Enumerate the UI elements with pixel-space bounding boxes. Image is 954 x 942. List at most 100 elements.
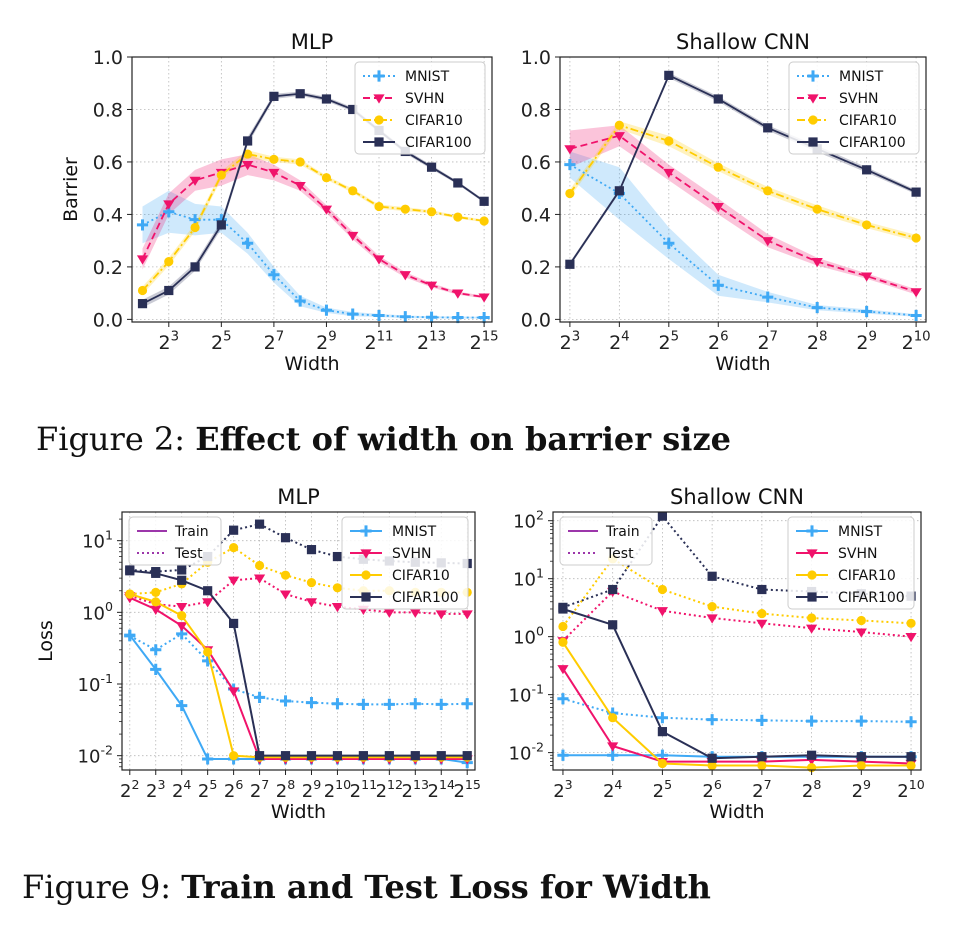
data-point-mnist [478,311,490,324]
figure-9-caption-title: Train and Test Loss for Width [181,868,711,906]
legend-label-svhn: SVHN [838,546,877,562]
data-point-svhn [163,200,175,210]
legend-label-cifar10: CIFAR10 [838,568,896,584]
data-point-cifar100 [479,196,489,206]
data-point-svhn [435,610,447,620]
data-point-svhn [706,614,718,624]
data-point-cifar100 [177,575,187,585]
data-point-svhn [294,181,306,192]
data-point-svhn [478,293,490,303]
data-point-cifar10 [374,201,384,212]
data-point-mnist [331,698,344,710]
data-point-mnist [409,698,421,710]
data-point-cifar10 [332,583,343,593]
data-point-svhn [150,605,162,615]
series-line-cifar100-train [562,608,912,760]
data-point-svhn [905,633,917,643]
data-point-svhn [663,168,675,179]
series-line-svhn-train [562,668,912,765]
style-legend-label-train: Train [605,524,640,540]
data-point-mnist [202,753,214,765]
x-tick-label: 215 [470,329,499,354]
y-tick-label: 0.4 [93,204,123,226]
legend-box [788,61,920,155]
data-point-cifar100 [254,751,265,761]
y-axis-label: Loss [35,620,57,662]
data-point-cifar10 [426,207,437,217]
chart-panel-3: 23 24 25 26 27 28 29 210 10-2 10-1 100 101 102 Shallo… [509,485,925,823]
data-point-mnist [811,301,823,314]
data-point-svhn [910,288,922,298]
data-point-cifar100 [151,567,161,577]
data-point-cifar10 [190,222,200,233]
data-point-cifar100 [190,262,200,272]
data-point-cifar10 [614,120,624,130]
data-point-svhn [202,598,214,608]
data-point-cifar100 [462,751,472,761]
data-point-cifar100 [757,584,767,595]
y-tick-label: 101 [513,566,544,591]
x-tick-label: 24 [603,777,622,802]
x-tick-label: 214 [428,777,455,802]
series-line-svhn-train [129,596,468,760]
data-point-mnist [762,291,774,303]
data-point-cifar10 [177,611,187,621]
legend-label-svhn: SVHN [839,91,878,107]
data-point-cifar100 [137,299,148,309]
y-tick-label: 102 [513,508,544,533]
series-line-cifar100-test [562,514,912,609]
figure-9-caption: Figure 9: Train and Test Loss for Width [22,868,711,906]
legend-box [341,516,469,610]
x-tick-label: 27 [264,329,285,354]
data-point-cifar10 [229,543,239,553]
y-tick-label: 101 [82,528,113,553]
data-point-svhn [331,603,344,613]
data-point-cifar10 [479,216,489,226]
legend-label-cifar100: CIFAR100 [839,135,906,151]
y-tick-label: 100 [82,599,113,624]
data-point-svhn [557,665,569,675]
legend-label-mnist: MNIST [839,69,884,85]
data-point-mnist [910,309,922,322]
data-point-svhn [176,622,188,632]
x-tick-label: 28 [802,777,821,802]
data-point-cifar100 [321,94,332,104]
legend-marker-mnist [360,525,372,537]
data-point-cifar10 [254,560,265,571]
y-tick-label: 0.4 [521,204,551,226]
series-line-svhn [141,163,485,298]
x-tick-label: 25 [659,329,680,354]
x-tick-label: 211 [364,329,393,354]
x-axis-label: Width [715,353,770,375]
legend-marker-cifar10 [808,115,818,125]
series-line-cifar10-test [562,557,912,628]
data-point-cifar10 [400,204,410,214]
data-point-mnist [861,305,873,318]
legend-label-mnist: MNIST [405,69,450,85]
series-band-mnist [569,151,917,317]
data-point-cifar100 [306,751,317,761]
data-point-cifar100 [862,165,872,175]
data-point-mnist [383,698,395,710]
data-point-mnist [712,279,724,291]
data-point-cifar100 [348,104,358,115]
y-tick-label: 10-2 [78,743,113,768]
data-point-cifar100 [358,751,368,761]
data-point-mnist [855,715,867,727]
legend-marker-cifar100 [808,137,818,147]
x-tick-label: 27 [250,777,269,802]
data-point-mnist [756,714,768,726]
data-point-svhn [305,598,318,608]
x-tick-label: 24 [609,329,630,354]
legend-marker-mnist [807,70,819,82]
data-point-mnist [124,630,136,642]
data-point-svhn [452,289,464,299]
legend-marker-svhn [360,549,372,559]
y-tick-label: 0.0 [521,309,551,331]
legend-label-svhn: SVHN [392,546,431,562]
data-point-cifar10 [657,584,668,595]
y-tick-label: 10-2 [509,740,544,765]
x-tick-label: 28 [807,329,828,354]
chart-panel-0: 23 25 27 29 211 213 215 0.0 0.2 0.4 0.6 0.8 1.0 MLP Wi… [60,30,499,375]
data-point-svhn [756,619,768,629]
